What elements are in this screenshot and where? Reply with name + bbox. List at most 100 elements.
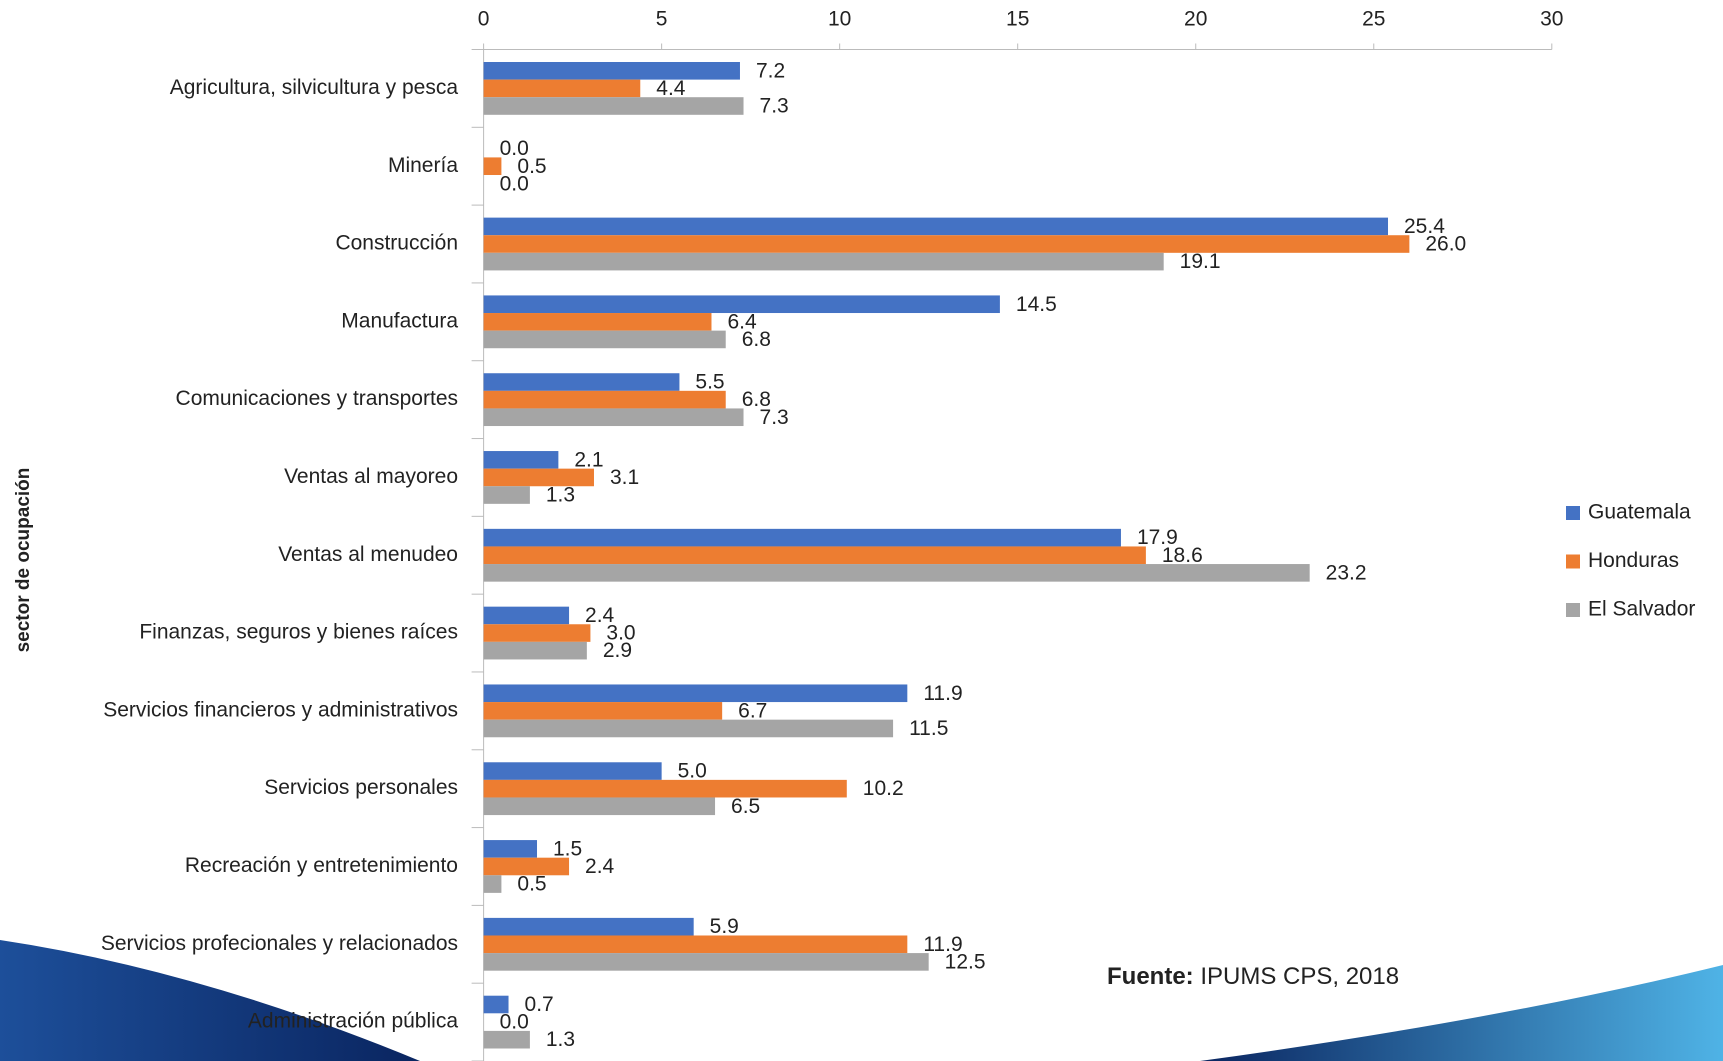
value-label: 1.3 xyxy=(546,484,575,507)
value-label: 25.4 xyxy=(1404,215,1445,238)
x-tick-label: 10 xyxy=(828,8,851,31)
value-label: 6.5 xyxy=(731,795,760,818)
value-label: 23.2 xyxy=(1326,561,1367,584)
value-label: 12.5 xyxy=(945,950,986,973)
bar xyxy=(483,953,929,971)
legend-label: Guatemala xyxy=(1588,501,1691,524)
bar xyxy=(483,373,680,391)
x-tick-label: 25 xyxy=(1362,8,1385,31)
bar xyxy=(483,684,908,703)
bar xyxy=(483,252,1164,271)
y-tick-label: Construcción xyxy=(335,232,458,255)
value-label: 1.5 xyxy=(553,837,582,860)
value-label: 3.1 xyxy=(610,466,639,489)
bar xyxy=(483,157,502,176)
y-tick-label: Manufactura xyxy=(341,309,458,332)
value-label: 7.2 xyxy=(756,59,785,82)
bar xyxy=(483,62,740,80)
value-label: 19.1 xyxy=(1180,250,1221,273)
value-label: 26.0 xyxy=(1425,233,1466,256)
value-label: 10.2 xyxy=(863,777,904,800)
bar xyxy=(483,528,1121,547)
y-tick-label: Minería xyxy=(388,154,458,177)
value-label: 0.5 xyxy=(517,155,546,178)
value-label: 7.3 xyxy=(760,95,789,118)
bar xyxy=(483,1030,530,1049)
value-label: 11.9 xyxy=(923,933,962,956)
value-label: 14.5 xyxy=(1016,293,1057,316)
bar xyxy=(483,97,744,115)
y-tick-label: Comunicaciones y transportes xyxy=(176,387,458,410)
bar xyxy=(483,313,712,331)
bar xyxy=(483,779,847,798)
bar xyxy=(483,390,726,409)
value-label: 11.5 xyxy=(909,717,948,740)
bar xyxy=(483,875,502,893)
value-label: 0.0 xyxy=(500,172,529,195)
x-tick-label: 20 xyxy=(1184,8,1207,31)
y-tick-label: Agricultura, silvicultura y pesca xyxy=(170,76,459,99)
value-label: 5.5 xyxy=(695,371,724,394)
bar xyxy=(483,546,1146,565)
bar xyxy=(483,995,509,1014)
bar xyxy=(483,857,570,876)
value-label: 6.8 xyxy=(742,388,771,411)
bar xyxy=(483,295,1000,314)
bar xyxy=(483,641,587,660)
y-tick-label: Recreación y entretenimiento xyxy=(185,854,458,877)
value-label: 6.7 xyxy=(738,699,767,722)
bar xyxy=(483,762,662,780)
value-label: 11.9 xyxy=(923,682,962,705)
bar xyxy=(483,486,530,504)
bar xyxy=(483,797,716,816)
bar xyxy=(483,451,559,469)
y-tick-label: Servicios financieros y administrativos xyxy=(103,698,458,721)
legend-swatch xyxy=(1566,603,1580,617)
value-label: 2.9 xyxy=(603,639,632,662)
x-tick-label: 15 xyxy=(1006,8,1029,31)
x-tick-label: 0 xyxy=(478,8,490,31)
y-axis-label: sector de ocupación xyxy=(13,468,34,653)
legend-swatch xyxy=(1566,554,1580,569)
bar xyxy=(483,330,726,349)
bar xyxy=(483,917,694,936)
decor-swoosh xyxy=(0,940,420,1061)
value-label: 2.4 xyxy=(585,604,615,627)
value-label: 5.0 xyxy=(678,760,707,783)
y-tick-label: Servicios profecionales y relacionados xyxy=(101,932,458,955)
value-label: 17.9 xyxy=(1137,526,1178,549)
value-label: 0.0 xyxy=(500,1011,529,1034)
decor-swoosh xyxy=(1200,965,1723,1061)
y-tick-label: Administración pública xyxy=(248,1010,458,1033)
value-label: 0.0 xyxy=(500,137,529,160)
value-label: 0.5 xyxy=(517,873,546,896)
legend-label: El Salvador xyxy=(1588,598,1695,621)
value-label: 18.6 xyxy=(1162,544,1203,567)
y-tick-label: Servicios personales xyxy=(264,776,458,799)
y-tick-label: Finanzas, seguros y bienes raíces xyxy=(139,621,458,644)
value-label: 2.1 xyxy=(574,448,603,471)
value-label: 5.9 xyxy=(710,915,739,938)
x-tick-label: 5 xyxy=(656,8,668,31)
bar xyxy=(483,468,594,487)
bar xyxy=(483,217,1389,236)
bar xyxy=(483,719,894,738)
source-text: IPUMS CPS, 2018 xyxy=(1200,963,1399,990)
legend-label: Honduras xyxy=(1588,549,1679,572)
value-label: 1.3 xyxy=(546,1028,575,1051)
value-label: 0.7 xyxy=(525,993,554,1016)
bar xyxy=(483,235,1410,253)
y-tick-label: Ventas al mayoreo xyxy=(284,465,458,488)
value-label: 6.4 xyxy=(727,310,757,333)
legend-swatch xyxy=(1566,506,1580,520)
bar xyxy=(483,624,591,642)
value-label: 3.0 xyxy=(606,622,635,645)
bar xyxy=(483,408,744,427)
value-label: 2.4 xyxy=(585,855,615,878)
y-tick-label: Ventas al menudeo xyxy=(278,543,458,566)
source-label: Fuente: xyxy=(1107,963,1194,990)
bar xyxy=(483,935,908,954)
x-tick-label: 30 xyxy=(1540,8,1563,31)
source-note: Fuente: IPUMS CPS, 2018 xyxy=(1107,963,1399,990)
